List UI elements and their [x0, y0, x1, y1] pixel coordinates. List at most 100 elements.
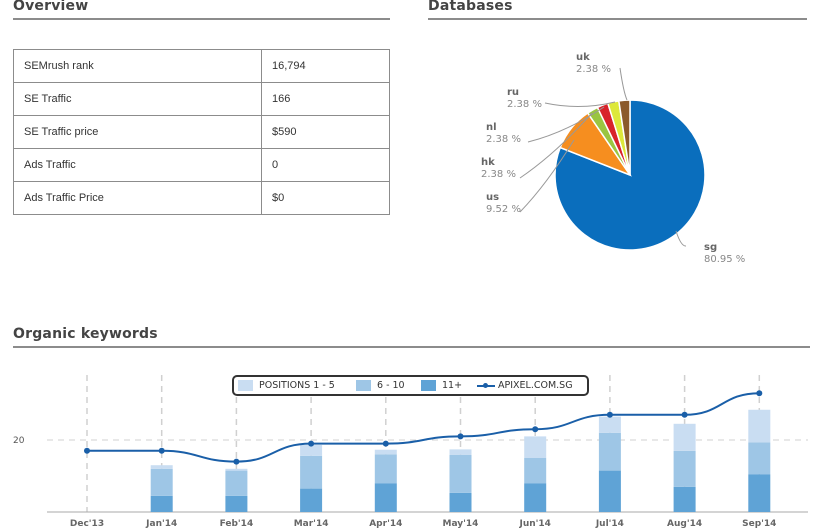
- line-point[interactable]: [158, 447, 165, 454]
- line-point[interactable]: [84, 447, 90, 454]
- bar-segment-positions-6-10[interactable]: [300, 455, 323, 489]
- legend-item-positions-1-5[interactable]: POSITIONS 1 - 5: [238, 380, 335, 392]
- pie-label-name: us: [486, 192, 499, 203]
- legend-line-icon: [477, 380, 495, 391]
- overview-metric-label: SE Traffic price: [13, 115, 262, 149]
- x-tick-label: Jul'14: [595, 519, 624, 529]
- pie-connector-line: [544, 101, 616, 108]
- overview-row: Ads Traffic Price $0: [13, 181, 390, 215]
- pie-connector-line: [527, 106, 605, 143]
- overview-title: Overview: [13, 0, 89, 14]
- bar-segment-positions-11-plus[interactable]: [524, 483, 547, 512]
- bar-segment-positions-6-10[interactable]: [748, 442, 771, 475]
- organic-keywords-title: Organic keywords: [13, 326, 158, 342]
- line-point[interactable]: [308, 440, 315, 447]
- overview-metric-value: $590: [261, 115, 390, 149]
- pie-connector-line: [519, 112, 593, 179]
- bar-segment-positions-6-10[interactable]: [524, 458, 547, 484]
- bar-segment-positions-6-10[interactable]: [225, 470, 248, 496]
- legend-label: 11+: [442, 380, 463, 391]
- bar-segment-positions-6-10[interactable]: [673, 450, 696, 487]
- bar-segment-positions-11-plus[interactable]: [673, 486, 696, 512]
- overview-metric-value: 16,794: [261, 49, 390, 83]
- x-tick-label: May'14: [443, 519, 479, 529]
- x-tick-label: Mar'14: [294, 519, 329, 529]
- legend-label: 6 - 10: [377, 380, 405, 391]
- bar-segment-positions-1-5[interactable]: [748, 409, 771, 443]
- bar-segment-positions-11-plus[interactable]: [374, 483, 397, 512]
- legend-swatch: [356, 380, 371, 391]
- bar-segment-positions-6-10[interactable]: [374, 454, 397, 484]
- pie-label-percent: 80.95 %: [704, 254, 745, 265]
- pie-label-name: uk: [576, 52, 590, 63]
- bar-segment-positions-1-5[interactable]: [300, 445, 323, 456]
- overview-metric-label: Ads Traffic Price: [13, 181, 262, 215]
- x-tick-label: Sep'14: [742, 519, 776, 529]
- bar-segment-positions-11-plus[interactable]: [225, 495, 248, 512]
- databases-divider: [428, 18, 807, 20]
- databases-title: Databases: [428, 0, 513, 14]
- bar-segment-positions-11-plus[interactable]: [300, 488, 323, 512]
- line-point[interactable]: [756, 390, 763, 397]
- line-point[interactable]: [532, 426, 539, 433]
- overview-table: SEMrush rank 16,794 SE Traffic 166 SE Traffi…: [13, 49, 390, 215]
- legend-label: APIXEL.COM.SG: [498, 380, 573, 391]
- bar-segment-positions-1-5[interactable]: [225, 468, 248, 471]
- bar-segment-positions-6-10[interactable]: [150, 468, 173, 496]
- overview-row: SE Traffic 166: [13, 82, 390, 116]
- y-tick-label: 20: [13, 436, 25, 446]
- pie-connector-line: [519, 139, 575, 213]
- x-tick-label: Jan'14: [145, 519, 177, 529]
- pie-label-percent: 2.38 %: [481, 169, 516, 180]
- overview-metric-value: 166: [261, 82, 390, 116]
- pie-label-name: ru: [507, 87, 519, 98]
- pie-label-name: sg: [704, 242, 717, 253]
- bar-segment-positions-1-5[interactable]: [598, 416, 621, 433]
- x-tick-label: Aug'14: [667, 519, 702, 529]
- line-point[interactable]: [606, 411, 613, 418]
- legend-label: POSITIONS 1 - 5: [259, 380, 335, 391]
- organic-keywords-divider: [13, 346, 810, 348]
- overview-row: SEMrush rank 16,794: [13, 49, 390, 83]
- domain-keywords-line: [87, 392, 760, 463]
- overview-metric-value: $0: [261, 181, 390, 215]
- pie-label-percent: 2.38 %: [576, 64, 611, 75]
- pie-label-name: nl: [486, 122, 497, 133]
- pie-connector-line: [675, 230, 687, 247]
- legend-item-positions-11-plus[interactable]: 11+: [421, 380, 462, 392]
- overview-divider: [13, 18, 390, 20]
- bar-segment-positions-1-5[interactable]: [449, 449, 472, 455]
- pie-slice-sg[interactable]: [554, 99, 706, 251]
- pie-label-percent: 9.52 %: [486, 204, 521, 215]
- line-point[interactable]: [457, 433, 464, 440]
- x-tick-label: Apr'14: [369, 519, 402, 529]
- bar-segment-positions-1-5[interactable]: [150, 465, 173, 469]
- x-tick-label: Dec'13: [70, 519, 104, 529]
- line-point[interactable]: [382, 440, 389, 447]
- bar-segment-positions-11-plus[interactable]: [748, 474, 771, 512]
- bar-segment-positions-6-10[interactable]: [598, 432, 621, 471]
- pie-label-percent: 2.38 %: [486, 134, 521, 145]
- line-point[interactable]: [681, 411, 688, 418]
- bar-segment-positions-11-plus[interactable]: [150, 495, 173, 512]
- bar-segment-positions-1-5[interactable]: [524, 436, 547, 458]
- bar-segment-positions-11-plus[interactable]: [598, 470, 621, 512]
- x-tick-label: Jun'14: [518, 519, 550, 529]
- bar-segment-positions-1-5[interactable]: [374, 449, 397, 455]
- pie-connector-line: [619, 67, 628, 101]
- legend-swatch: [238, 380, 253, 391]
- bar-segment-positions-6-10[interactable]: [449, 454, 472, 493]
- legend-item-positions-6-10[interactable]: 6 - 10: [356, 380, 405, 392]
- bar-segment-positions-11-plus[interactable]: [449, 492, 472, 512]
- overview-metric-label: SEMrush rank: [13, 49, 262, 83]
- line-point[interactable]: [233, 458, 240, 465]
- pie-label-percent: 2.38 %: [507, 99, 542, 110]
- overview-row: SE Traffic price $590: [13, 115, 390, 149]
- legend-item-domain-line[interactable]: APIXEL.COM.SG: [477, 380, 573, 392]
- pie-slice-uk[interactable]: [617, 99, 631, 176]
- bar-segment-positions-1-5[interactable]: [673, 423, 696, 451]
- legend-swatch: [421, 380, 436, 391]
- chart-legend[interactable]: POSITIONS 1 - 5 6 - 10 11+ APIXEL.COM.SG: [232, 375, 589, 396]
